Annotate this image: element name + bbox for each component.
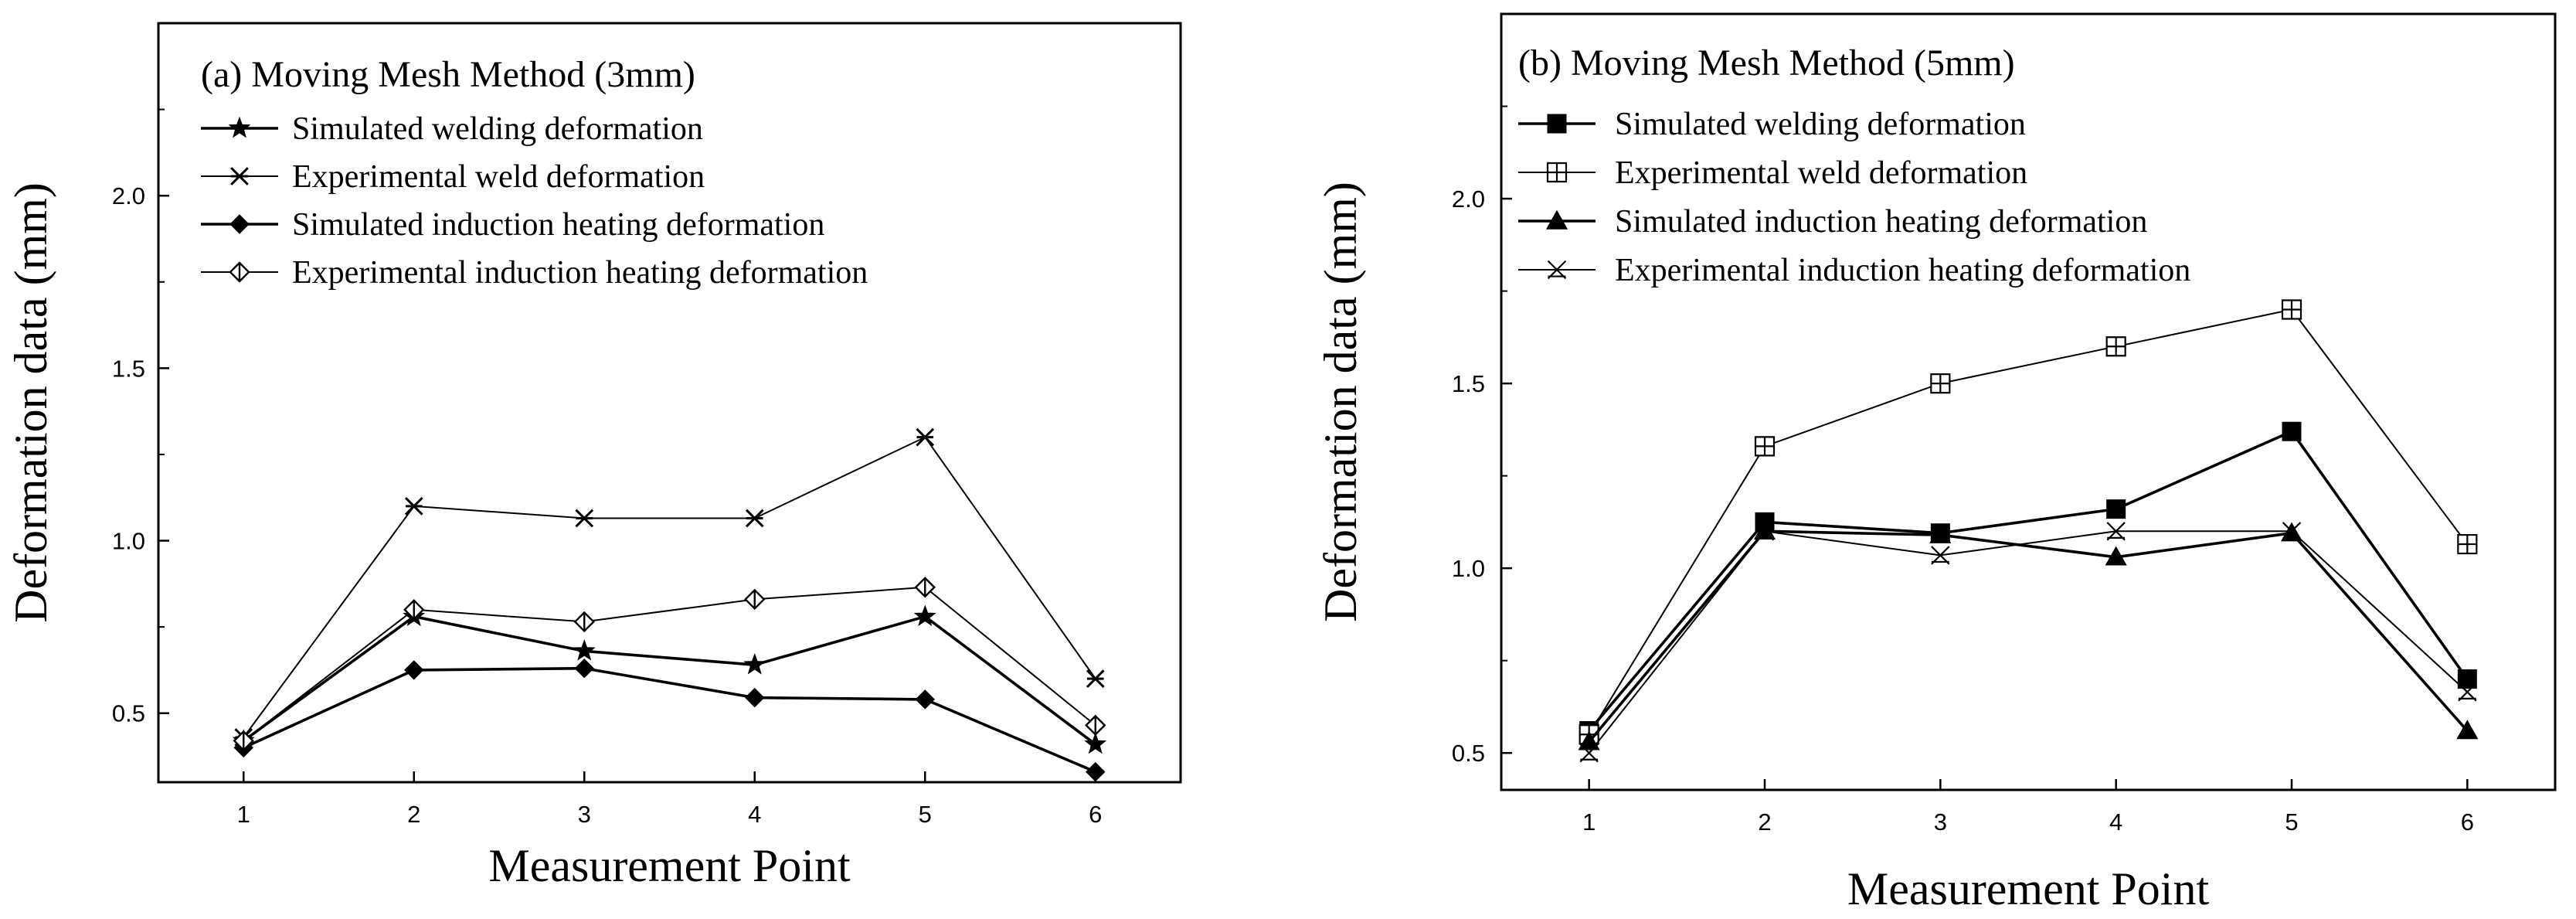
legend-marker bbox=[229, 261, 250, 283]
y-tick-label: 1.5 bbox=[112, 355, 145, 382]
y-tick-label: 0.5 bbox=[112, 700, 145, 727]
y-axis-title: Deformation data (mm) bbox=[5, 182, 56, 623]
data-point bbox=[2105, 546, 2127, 566]
data-point bbox=[913, 604, 936, 627]
data-point bbox=[1578, 730, 1600, 751]
x-tick-label: 1 bbox=[1582, 808, 1596, 836]
y-axis-title: Deformation data (mm) bbox=[1315, 182, 1366, 622]
x-tick-label: 6 bbox=[2461, 808, 2474, 836]
data-point bbox=[915, 689, 935, 710]
series-line-1 bbox=[1588, 430, 2469, 732]
plot-frame bbox=[157, 22, 1182, 784]
data-point bbox=[1930, 373, 1951, 394]
data-point bbox=[743, 652, 766, 675]
x-tick-label: 5 bbox=[919, 801, 932, 828]
data-point bbox=[2282, 522, 2302, 541]
data-point bbox=[1755, 522, 1775, 541]
data-point bbox=[1931, 546, 1950, 565]
legend-label: Experimental weld deformation bbox=[292, 159, 705, 195]
chart-a: 1 2 3 4 5 6 0.5 1.0 1.5 2.0 Measurement Point Defor… bbox=[5, 22, 1182, 891]
data-point bbox=[403, 599, 425, 621]
data-point bbox=[2457, 533, 2478, 555]
legend-marker bbox=[230, 167, 249, 186]
data-point bbox=[1086, 669, 1105, 688]
data-point bbox=[404, 660, 424, 680]
x-tick-label: 4 bbox=[2109, 808, 2122, 836]
legend-marker bbox=[1545, 209, 1568, 230]
data-point bbox=[1579, 744, 1599, 763]
data-point bbox=[2458, 682, 2477, 702]
data-point bbox=[2456, 720, 2479, 740]
x-tick-label: 3 bbox=[1934, 808, 1947, 836]
x-tick-label: 5 bbox=[2285, 808, 2298, 836]
data-point bbox=[744, 588, 766, 611]
data-point bbox=[1086, 761, 1106, 782]
data-point bbox=[1754, 436, 1776, 457]
plot-frame bbox=[1500, 12, 2557, 791]
data-point bbox=[2281, 299, 2302, 320]
data-point bbox=[2106, 522, 2126, 541]
series-line-2 bbox=[243, 436, 1096, 738]
x-tick-label: 4 bbox=[748, 801, 761, 828]
legend-marker bbox=[229, 214, 250, 234]
chart-title: (b) Moving Mesh Method (5mm) bbox=[1518, 43, 2015, 83]
data-point bbox=[745, 509, 764, 528]
x-tick-label: 3 bbox=[578, 801, 591, 828]
series-line-4 bbox=[243, 586, 1096, 742]
chart-b: 1 2 3 4 5 6 0.5 1.0 1.5 2.0 Measurement Point Defor… bbox=[1315, 12, 2557, 914]
data-point bbox=[575, 509, 594, 528]
series-line-4 bbox=[1588, 530, 2468, 754]
series-line-3 bbox=[1588, 529, 2469, 743]
data-point bbox=[1084, 732, 1107, 754]
data-point bbox=[233, 730, 254, 752]
y-tick-label: 2.0 bbox=[112, 182, 145, 209]
legend-marker bbox=[1547, 260, 1567, 280]
legend-marker bbox=[1546, 162, 1568, 183]
data-point bbox=[2106, 499, 2126, 519]
data-point bbox=[1085, 714, 1106, 737]
legend-label: Simulated induction heating deformation bbox=[1615, 204, 2147, 240]
legend-label: Experimental induction heating deformati… bbox=[1615, 253, 2190, 288]
x-axis-title: Measurement Point bbox=[1847, 863, 2210, 914]
x-tick-label: 6 bbox=[1089, 801, 1102, 828]
y-tick-label: 1.0 bbox=[1452, 555, 1485, 582]
y-tick-label: 1.0 bbox=[112, 528, 145, 555]
data-point bbox=[573, 639, 596, 661]
y-tick-label: 0.5 bbox=[1452, 740, 1485, 767]
legend-label: Experimental weld deformation bbox=[1615, 155, 2027, 191]
legend-marker bbox=[228, 116, 251, 138]
data-point bbox=[2282, 421, 2302, 441]
data-point bbox=[2105, 336, 2126, 357]
data-point bbox=[745, 687, 765, 708]
data-point bbox=[573, 611, 595, 633]
y-tick-label: 1.5 bbox=[1452, 370, 1485, 397]
data-point bbox=[404, 497, 423, 516]
series-line-1 bbox=[243, 614, 1096, 746]
chart-title: (a) Moving Mesh Method (3mm) bbox=[201, 54, 695, 95]
series-line-3 bbox=[243, 666, 1096, 774]
x-axis-title: Measurement Point bbox=[488, 840, 851, 891]
data-point bbox=[574, 658, 594, 679]
series-line-2 bbox=[1588, 308, 2469, 735]
data-point bbox=[1929, 523, 1952, 543]
legend-label: Simulated welding deformation bbox=[1615, 107, 2026, 142]
legend-label: Experimental induction heating deformati… bbox=[292, 255, 868, 291]
legend-label: Simulated welding deformation bbox=[292, 111, 703, 147]
data-point bbox=[914, 577, 936, 598]
data-point bbox=[916, 427, 935, 447]
legend-marker bbox=[1547, 114, 1567, 134]
legend-label: Simulated induction heating deformation bbox=[292, 207, 824, 243]
x-tick-label: 2 bbox=[407, 801, 420, 828]
y-tick-label: 2.0 bbox=[1452, 186, 1485, 213]
x-tick-label: 1 bbox=[237, 801, 250, 828]
x-tick-label: 2 bbox=[1758, 808, 1771, 836]
